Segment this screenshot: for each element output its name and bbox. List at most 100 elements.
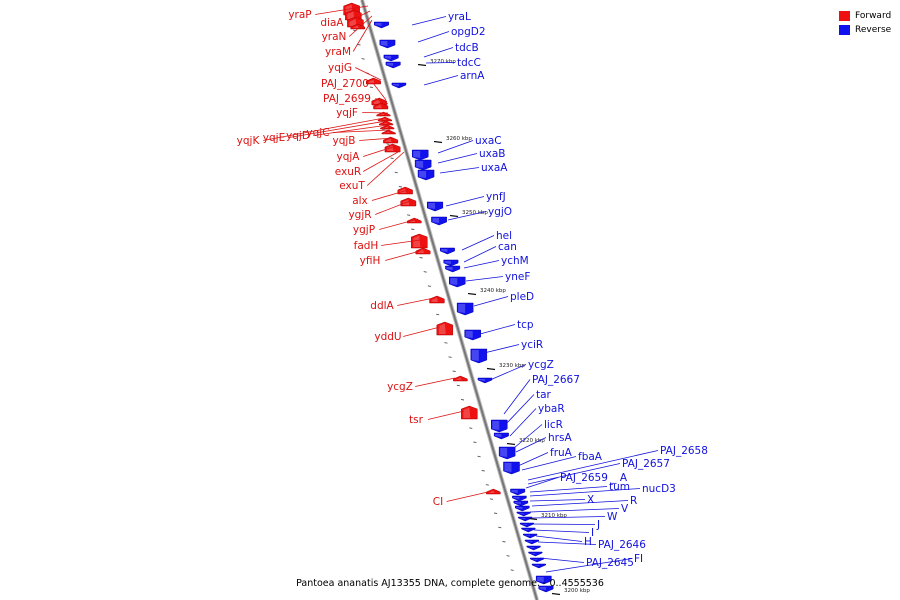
- kbp-tick: [551, 592, 561, 596]
- gene-block-highlight: [450, 278, 458, 285]
- forward-gene-block: [453, 375, 468, 382]
- gene-block-highlight: [375, 104, 382, 108]
- gene-block-highlight: [380, 41, 388, 46]
- gene-block-highlight: [519, 518, 526, 519]
- legend: Forward Reverse: [839, 9, 891, 37]
- reverse-gene-label: yraL: [448, 11, 471, 23]
- kbp-tick: [417, 63, 427, 67]
- reverse-gene-label: arnA: [460, 70, 485, 82]
- forward-gene-label: yqjA: [337, 151, 361, 163]
- reverse-gene-block: [391, 82, 407, 89]
- reverse-gene-block: [379, 39, 396, 49]
- legend-forward-label: Forward: [855, 11, 892, 21]
- forward-gene-block: [407, 217, 422, 224]
- gene-block-highlight: [373, 99, 381, 104]
- reverse-leader: [479, 324, 516, 335]
- forward-swatch: [839, 11, 850, 21]
- gene-block-highlight: [529, 553, 536, 554]
- forward-gene-label: yqjC: [306, 127, 329, 139]
- reverse-gene-label: licR: [544, 419, 563, 431]
- forward-gene-label: alx: [352, 195, 368, 207]
- forward-gene-label: yqjG: [328, 62, 352, 74]
- kbp-label: 3220 kbp: [519, 438, 545, 444]
- reverse-leader: [509, 408, 537, 437]
- reverse-leader: [513, 424, 543, 449]
- forward-gene-label: CI: [433, 496, 443, 508]
- reverse-leader: [515, 437, 547, 453]
- gene-block-highlight: [516, 507, 523, 509]
- forward-leader: [363, 151, 399, 172]
- axis-tick: [502, 540, 506, 543]
- forward-gene-label: ddlA: [370, 300, 394, 312]
- reverse-gene-label: yneF: [505, 271, 530, 283]
- forward-leader: [379, 218, 419, 230]
- reverse-gene-block: [503, 461, 520, 475]
- gene-block-highlight: [446, 267, 453, 270]
- forward-gene-block: [379, 120, 394, 126]
- reverse-gene-label: ynfJ: [486, 191, 506, 203]
- reverse-gene-label: tdcC: [457, 57, 481, 69]
- reverse-gene-block: [493, 432, 509, 440]
- gene-block-highlight: [386, 63, 394, 66]
- reverse-gene-block: [521, 527, 536, 533]
- axis-tick: [494, 512, 498, 515]
- gene-block-highlight: [455, 377, 462, 380]
- reverse-gene-label: can: [498, 241, 517, 253]
- gene-block-highlight: [463, 407, 471, 418]
- reverse-gene-block: [519, 522, 534, 528]
- gene-block-highlight: [378, 113, 385, 116]
- reverse-gene-label: fbaA: [578, 451, 603, 463]
- reverse-gene-block: [531, 563, 546, 569]
- gene-block-highlight: [384, 56, 392, 59]
- gene-block-highlight: [413, 151, 421, 158]
- forward-gene-label: ycgZ: [387, 381, 413, 393]
- forward-leader: [263, 117, 385, 141]
- reverse-gene-block: [491, 419, 508, 433]
- forward-leader: [381, 239, 421, 246]
- gene-block-highlight: [495, 434, 502, 437]
- forward-gene-label: PAJ_2699: [323, 93, 371, 105]
- reverse-leader: [539, 557, 585, 563]
- reverse-gene-label: hrsA: [548, 432, 572, 444]
- axis-tick: [514, 583, 518, 586]
- axis-tick: [411, 228, 415, 231]
- forward-leader: [352, 19, 373, 52]
- forward-leader: [313, 124, 389, 136]
- reverse-leader: [529, 486, 608, 493]
- reverse-gene-label: FI: [634, 553, 643, 565]
- gene-block-highlight: [537, 577, 544, 582]
- axis-tick: [489, 498, 494, 500]
- forward-leader: [375, 98, 389, 105]
- forward-gene-label: PAJ_2700: [321, 78, 369, 90]
- reverse-leader: [417, 31, 450, 43]
- reverse-gene-label: J: [596, 519, 600, 531]
- axis-tick: [452, 370, 456, 373]
- axis-tick: [394, 171, 398, 174]
- axis-tick: [469, 427, 473, 429]
- kbp-label: 3230 kbp: [499, 363, 525, 369]
- kbp-label: 3240 kbp: [480, 288, 506, 294]
- forward-gene-label: tsr: [409, 414, 424, 426]
- forward-gene-block: [380, 124, 395, 130]
- reverse-gene-block: [414, 159, 432, 171]
- forward-gene-label: fadH: [354, 240, 379, 252]
- axis-tick: [357, 43, 361, 46]
- reverse-gene-label: ygjO: [488, 206, 512, 218]
- reverse-gene-label: uxaC: [475, 135, 502, 147]
- forward-gene-block: [415, 247, 431, 255]
- gene-block-highlight: [438, 323, 446, 334]
- axis-tick: [506, 555, 510, 557]
- reverse-gene-block: [417, 169, 435, 181]
- reverse-gene-block: [498, 446, 516, 460]
- reverse-gene-block: [513, 500, 529, 507]
- forward-gene-block: [461, 405, 478, 420]
- gene-block-highlight: [382, 126, 389, 129]
- reverse-gene-block: [443, 259, 459, 267]
- reverse-gene-label: tum: [609, 481, 630, 493]
- axis-tick: [485, 484, 489, 486]
- gene-block-highlight: [431, 297, 438, 302]
- forward-gene-label: yraM: [325, 46, 351, 58]
- reverse-leader: [521, 456, 577, 471]
- forward-gene-label: yqjE: [263, 132, 285, 144]
- forward-leader: [366, 151, 405, 186]
